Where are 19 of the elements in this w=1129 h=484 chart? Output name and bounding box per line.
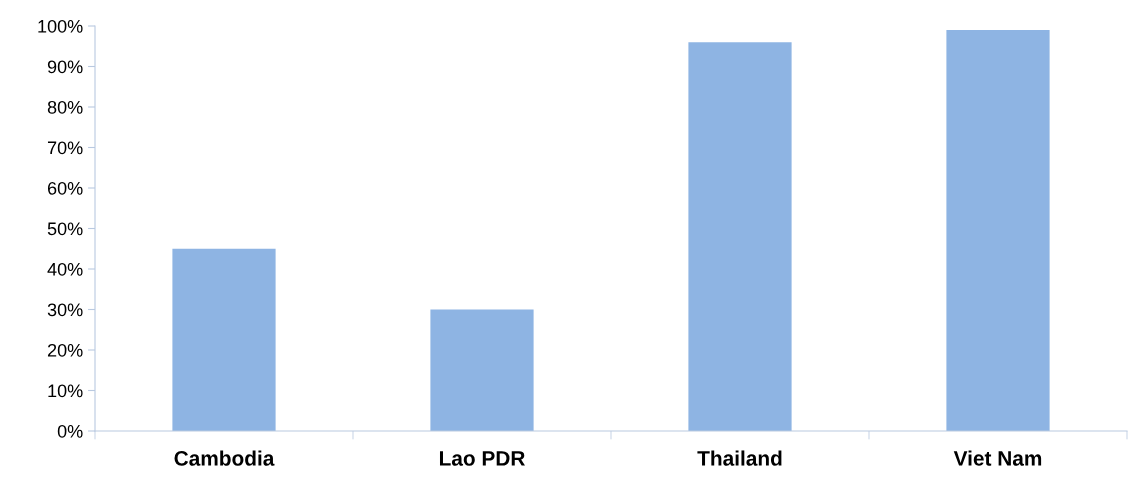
y-tick-label: 90% [47, 60, 83, 74]
bar [172, 248, 276, 431]
bar [430, 309, 534, 431]
y-tick-label: 80% [47, 100, 83, 114]
y-tick-label: 0% [57, 424, 83, 438]
y-tick-label: 40% [47, 262, 83, 276]
bar [946, 30, 1050, 431]
bar [688, 42, 792, 431]
y-tick-label: 30% [47, 303, 83, 317]
x-tick-label: Viet Nam [953, 450, 1042, 466]
x-tick-label: Lao PDR [439, 451, 525, 466]
y-tick-label: 70% [47, 141, 83, 155]
y-tick-label: 50% [47, 222, 83, 236]
y-tick-label: 60% [47, 181, 83, 195]
x-tick-label: Thailand [697, 450, 782, 466]
x-tick-label: Cambodia [174, 450, 275, 466]
y-tick-label: 20% [47, 343, 83, 357]
y-tick-label: 10% [48, 384, 83, 398]
y-tick-label: 100% [38, 19, 83, 33]
